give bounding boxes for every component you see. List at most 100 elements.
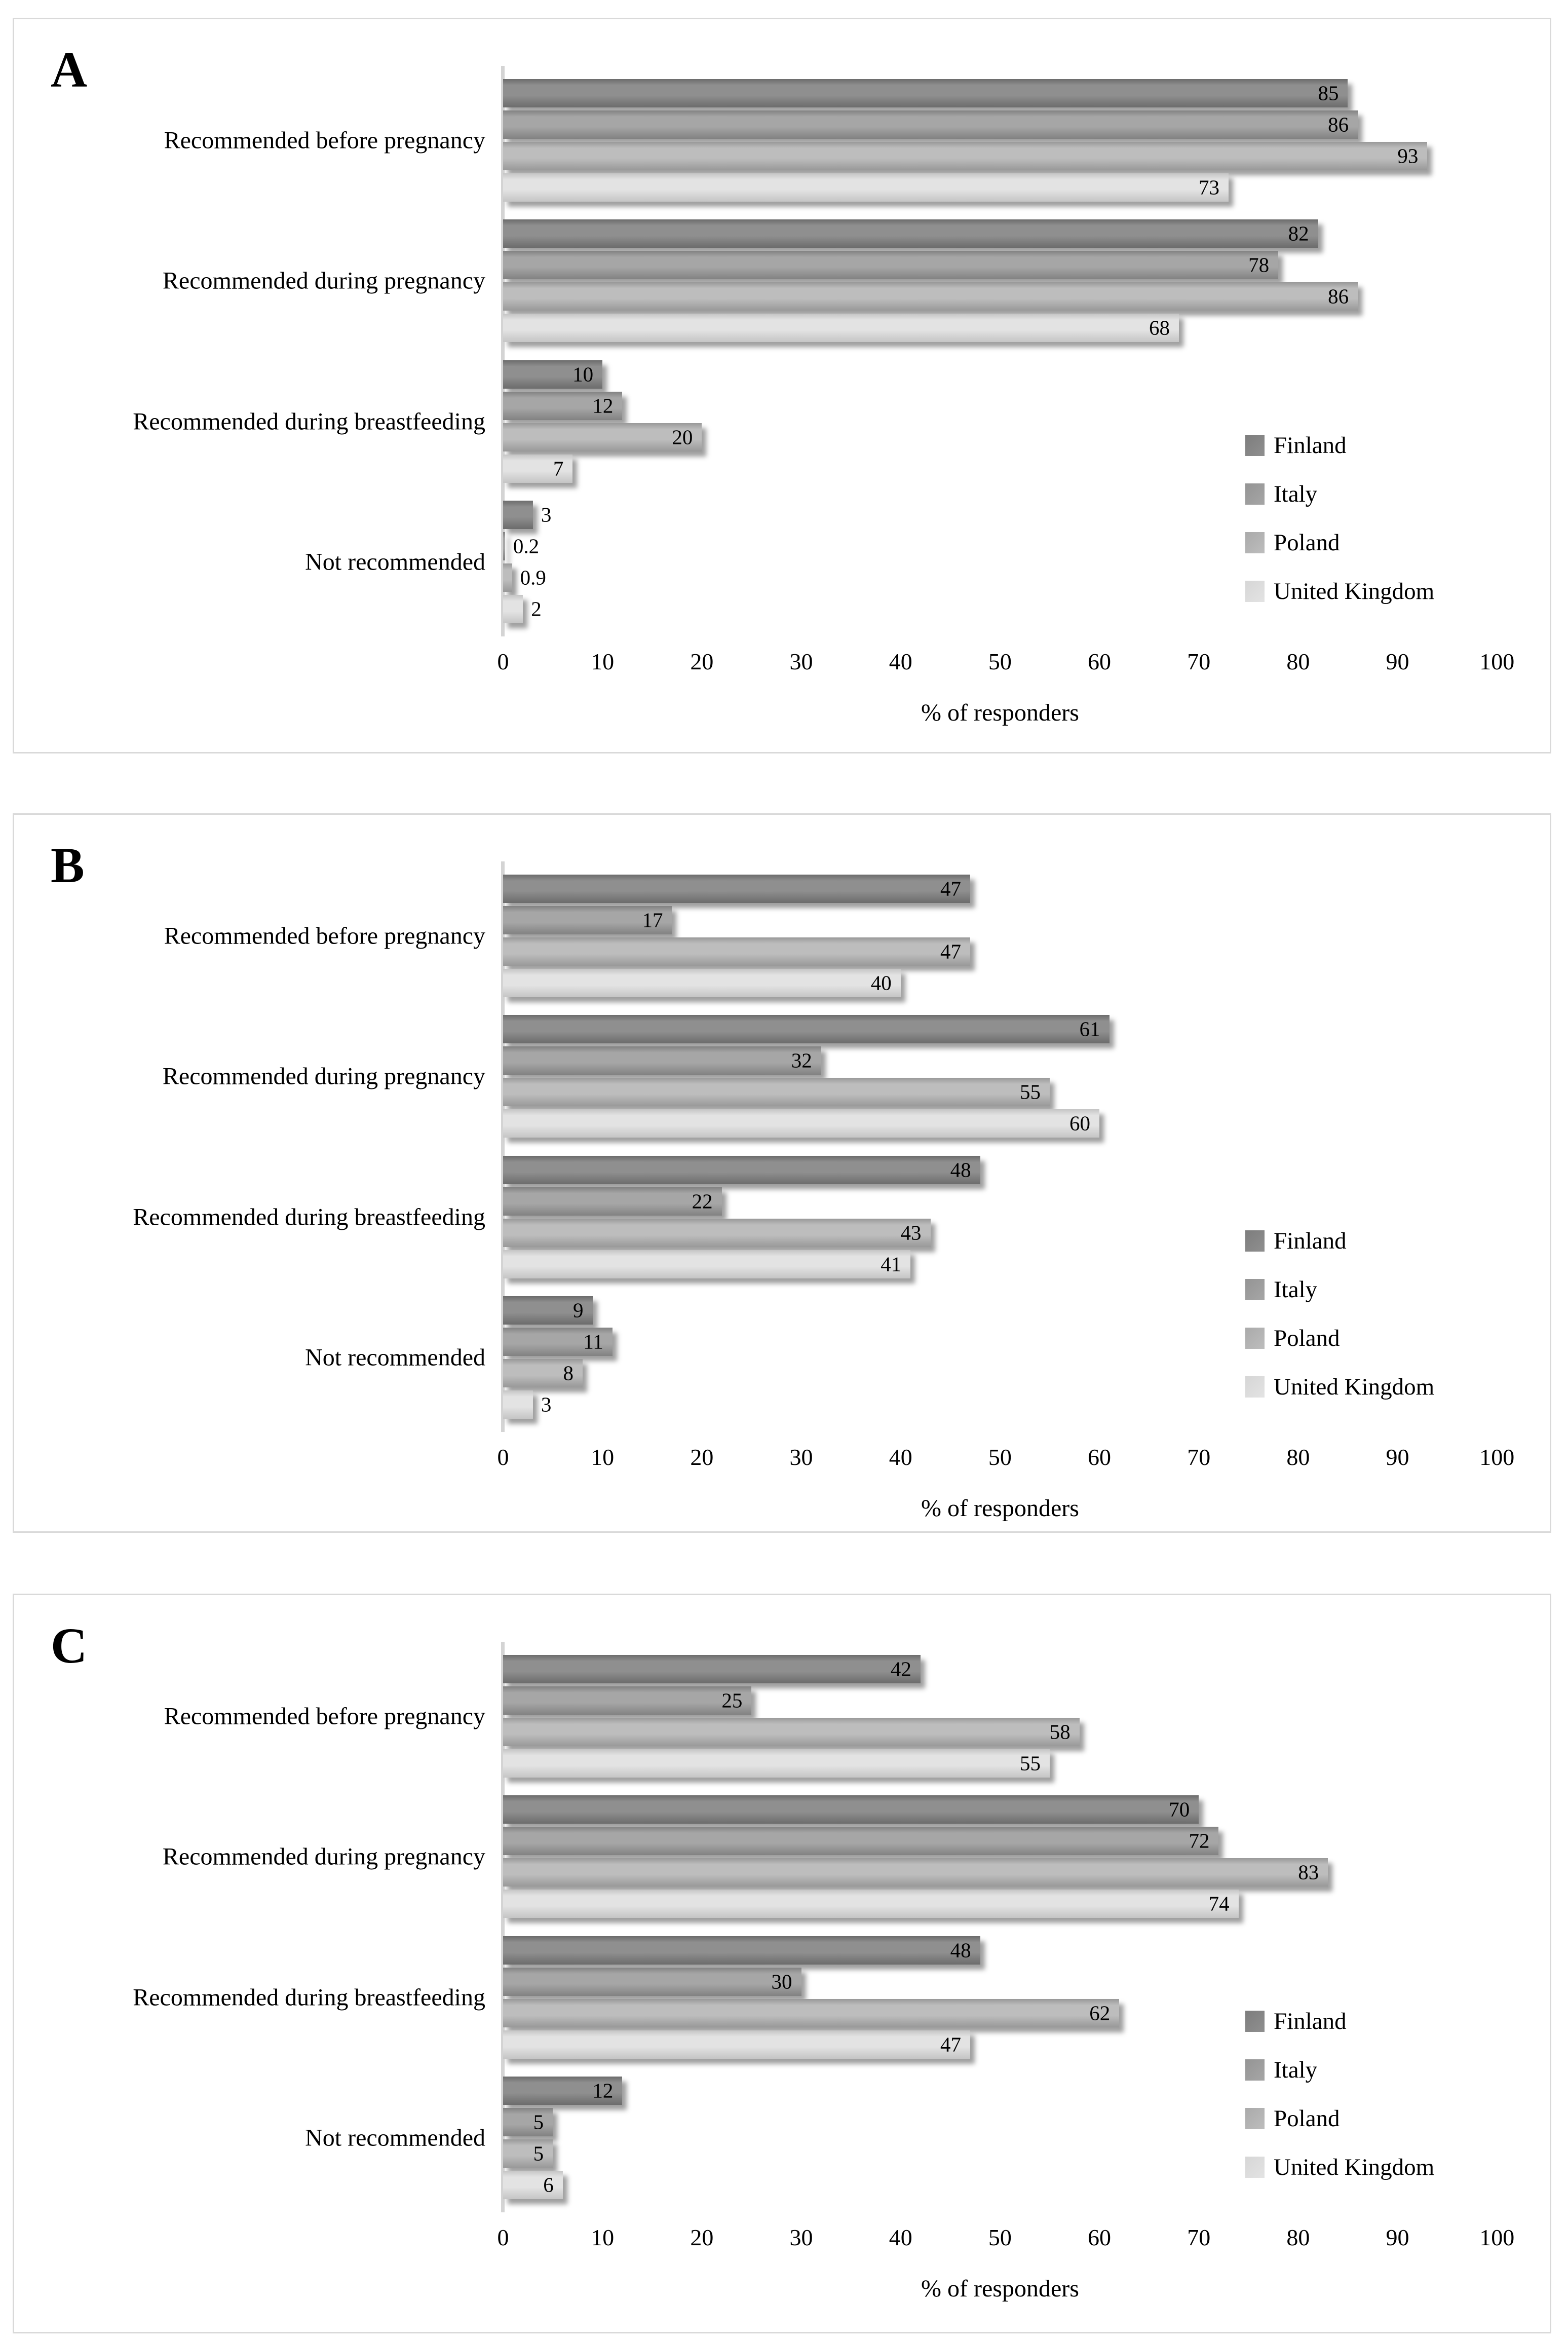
bar-poland: 58 [503,1717,1080,1746]
axis-tick-label: 40 [889,2224,912,2250]
plot-area: 85 82 10 3 86 78 12 0.2 93 86 20 0.9 73 68 7 2 Finland It… [501,66,1542,636]
category-label: Recommended during breastfeeding [133,1984,485,2011]
bar-poland: 47 [503,937,970,966]
axis-tick-label: 100 [1479,2224,1515,2250]
x-axis: 0 10 20 30 40 50 60 70 80 90 100 [498,649,1542,681]
bar-value-label: 0.9 [520,565,546,589]
legend-swatch-icon [1245,483,1265,505]
bar-value-label: 85 [1318,81,1339,105]
axis-tick-label: 70 [1187,649,1211,674]
bar-poland: 83 [503,1858,1328,1887]
legend-label: United Kingdom [1274,2154,1435,2180]
bar-value-label: 30 [771,1970,792,1993]
bar-united-kingdom: 68 [503,314,1179,343]
axis-tick-label: 60 [1088,1444,1112,1470]
bar-value-label: 41 [881,1252,902,1276]
legend-item-finland: Finland [1245,432,1434,459]
axis-tick-label: 30 [789,649,813,674]
panel-c: C Recommended before pregnancy Recommende… [13,1594,1551,2333]
bar-value-label: 73 [1199,175,1220,199]
axis-tick-label: 10 [591,1444,615,1470]
legend-item-poland: Poland [1245,2105,1434,2132]
legend-item-united-kingdom: United Kingdom [1245,1374,1434,1400]
bar-value-label: 83 [1298,1860,1319,1884]
bar-value-label: 3 [541,503,552,526]
bar-finland: 12 [503,2077,623,2105]
axis-tick-label: 0 [497,649,509,674]
bar-value-label: 5 [533,2141,544,2165]
category-labels-column: Recommended before pregnancy Recommended … [34,70,485,632]
bar-united-kingdom: 3 [503,1390,551,1419]
bar-italy: 32 [503,1046,821,1075]
bar-italy: 86 [503,110,1358,139]
legend-swatch-icon [1245,581,1265,602]
legend-swatch-icon [1245,1230,1265,1252]
bar-united-kingdom: 74 [503,1890,1239,1918]
bar-value-label: 6 [543,2173,554,2197]
bar-italy: 17 [503,906,672,934]
bar-finland: 82 [503,219,1318,248]
bar-value-label: 86 [1328,112,1349,136]
axis-tick-label: 60 [1088,649,1112,674]
bar-poland: 43 [503,1218,931,1247]
bar-finland: 61 [503,1015,1110,1044]
legend: Finland Italy Poland United Kingdom [1245,1228,1434,1422]
category-labels-column: Recommended before pregnancy Recommended … [34,865,485,1428]
legend-label: Italy [1274,480,1318,507]
category-label: Not recommended [305,548,485,576]
bar-value-label: 42 [890,1657,911,1681]
bar-value-label: 47 [940,877,961,900]
panel-b: B Recommended before pregnancy Recommende… [13,813,1551,1533]
legend-swatch-icon [1245,2059,1265,2081]
bar-value-label: 86 [1328,284,1349,308]
bar-value-label: 22 [692,1189,713,1213]
bar-united-kingdom: 60 [503,1109,1100,1138]
y-axis-line [501,1642,505,2212]
axis-tick-label: 0 [497,2224,509,2250]
x-axis-title: % of responders [921,1495,1079,1522]
category-label: Recommended before pregnancy [164,922,485,950]
legend-item-united-kingdom: United Kingdom [1245,2154,1434,2180]
bar-italy: 78 [503,251,1279,280]
category-label: Recommended during breastfeeding [133,1203,485,1231]
bar-finland: 47 [503,874,970,903]
legend-swatch-icon [1245,2011,1265,2032]
legend-swatch-icon [1245,2108,1265,2129]
axis-tick-label: 90 [1386,1444,1409,1470]
category-label: Not recommended [305,2124,485,2152]
bar-value-label: 0.2 [513,534,540,558]
axis-tick-label: 70 [1187,2224,1211,2250]
legend-label: Finland [1274,1227,1347,1254]
axis-tick-label: 90 [1386,2224,1409,2250]
bar-value-label: 72 [1189,1829,1210,1853]
legend-item-united-kingdom: United Kingdom [1245,578,1434,605]
legend-swatch-icon [1245,1376,1265,1398]
bar-value-label: 78 [1248,253,1270,277]
bar-italy: 25 [503,1686,752,1715]
bar-value-label: 43 [900,1221,922,1245]
axis-tick-label: 90 [1386,649,1409,674]
bar-value-label: 82 [1288,221,1309,245]
legend-item-italy: Italy [1245,2057,1434,2083]
axis-tick-label: 20 [690,1444,714,1470]
y-axis-line [501,861,505,1432]
bar-italy: 11 [503,1328,613,1356]
legend-swatch-icon [1245,2157,1265,2178]
legend-label: United Kingdom [1274,578,1435,605]
bar-poland: 8 [503,1359,583,1388]
legend-swatch-icon [1245,1328,1265,1349]
category-label: Recommended before pregnancy [164,1703,485,1730]
bar-value-label: 9 [573,1298,584,1322]
bar-value-label: 17 [642,908,663,932]
bar-united-kingdom: 73 [503,173,1229,202]
bar-poland: 20 [503,423,702,451]
bar-finland: 10 [503,360,603,389]
legend-label: Finland [1274,2008,1347,2034]
bar-value-label: 48 [950,1938,971,1962]
legend-item-poland: Poland [1245,530,1434,556]
legend-item-italy: Italy [1245,1276,1434,1303]
bar-value-label: 47 [940,939,961,963]
axis-tick-label: 80 [1286,649,1310,674]
panel-a-letter: A [51,42,88,98]
bar-value-label: 10 [572,362,594,386]
